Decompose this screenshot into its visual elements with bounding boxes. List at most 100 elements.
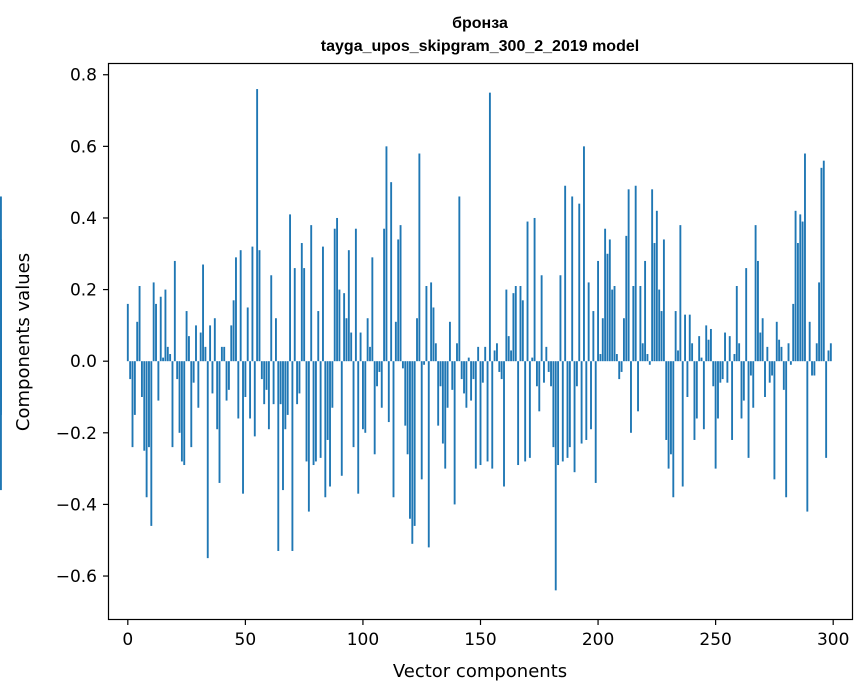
bar — [742, 361, 745, 401]
bar — [143, 361, 146, 451]
bar — [202, 264, 204, 362]
bar — [613, 286, 616, 362]
bar — [244, 361, 247, 397]
bar — [775, 321, 778, 362]
bar — [606, 253, 609, 362]
bar — [169, 354, 172, 362]
bar — [133, 361, 136, 415]
bar — [648, 361, 651, 365]
bar — [357, 361, 360, 494]
bar — [411, 361, 414, 544]
x-tick-label: 0 — [122, 630, 133, 650]
bar — [524, 361, 527, 462]
bar — [806, 361, 809, 512]
bar — [639, 286, 642, 362]
bar — [719, 361, 722, 383]
bars-group — [0, 89, 832, 591]
bar — [672, 361, 675, 498]
bar — [439, 361, 442, 387]
bar — [785, 361, 788, 498]
bar — [397, 239, 400, 362]
bar — [387, 361, 390, 423]
bar — [394, 321, 397, 362]
bar — [550, 361, 552, 387]
bar — [286, 361, 289, 415]
bar — [538, 361, 541, 412]
bar — [611, 289, 614, 362]
bar — [152, 282, 155, 362]
bar — [646, 354, 649, 362]
bar — [535, 361, 538, 387]
bar — [721, 361, 724, 380]
bar — [267, 361, 270, 430]
bar — [416, 318, 418, 362]
bar — [811, 361, 813, 376]
bar — [825, 361, 828, 458]
bar — [658, 289, 661, 362]
bar — [757, 260, 759, 362]
bar — [232, 300, 235, 362]
bar — [373, 361, 376, 455]
bar — [129, 361, 132, 380]
bar — [140, 361, 143, 397]
x-axis-label: Vector components — [393, 661, 567, 682]
bar — [164, 289, 167, 362]
bar — [314, 361, 317, 462]
bar — [204, 346, 207, 362]
bar — [272, 361, 275, 405]
bar — [138, 286, 141, 362]
bar — [764, 361, 766, 397]
bar — [543, 361, 545, 383]
bar — [601, 318, 604, 362]
bar — [620, 361, 623, 372]
bar — [192, 361, 195, 383]
bar — [681, 361, 684, 487]
bar — [427, 361, 430, 548]
bar — [296, 361, 299, 405]
bar — [731, 361, 734, 440]
bar — [399, 225, 402, 362]
plot-frame — [107, 62, 854, 621]
bar — [578, 203, 581, 362]
bar — [310, 225, 313, 362]
bar — [211, 361, 214, 394]
bar — [510, 350, 513, 362]
bar — [441, 361, 444, 444]
bar — [326, 361, 329, 440]
bar — [157, 361, 160, 401]
bar — [300, 243, 303, 362]
bar — [554, 361, 557, 591]
bar — [413, 361, 416, 526]
bar — [465, 361, 468, 408]
bar — [804, 153, 806, 362]
bar — [498, 361, 501, 372]
bar — [430, 282, 433, 362]
bar — [470, 361, 473, 401]
bar — [195, 325, 197, 362]
bar — [336, 217, 339, 362]
bar — [126, 303, 129, 362]
bar — [808, 321, 811, 362]
bar — [220, 346, 223, 362]
bar — [547, 361, 550, 372]
bar — [246, 307, 249, 362]
bar — [667, 361, 670, 469]
bar — [291, 361, 294, 551]
bar — [338, 289, 341, 362]
bar — [827, 350, 830, 362]
bar — [188, 336, 190, 362]
bar — [242, 361, 244, 494]
bar — [293, 268, 296, 362]
bar — [484, 346, 487, 362]
bar — [705, 325, 708, 362]
bar — [227, 361, 230, 390]
bar — [590, 361, 592, 430]
bar — [575, 361, 578, 387]
bar — [199, 332, 202, 362]
bar — [418, 153, 421, 362]
bar — [634, 185, 637, 362]
bar — [707, 339, 710, 362]
bar — [571, 196, 574, 362]
bar — [519, 286, 522, 362]
bar — [773, 361, 776, 480]
